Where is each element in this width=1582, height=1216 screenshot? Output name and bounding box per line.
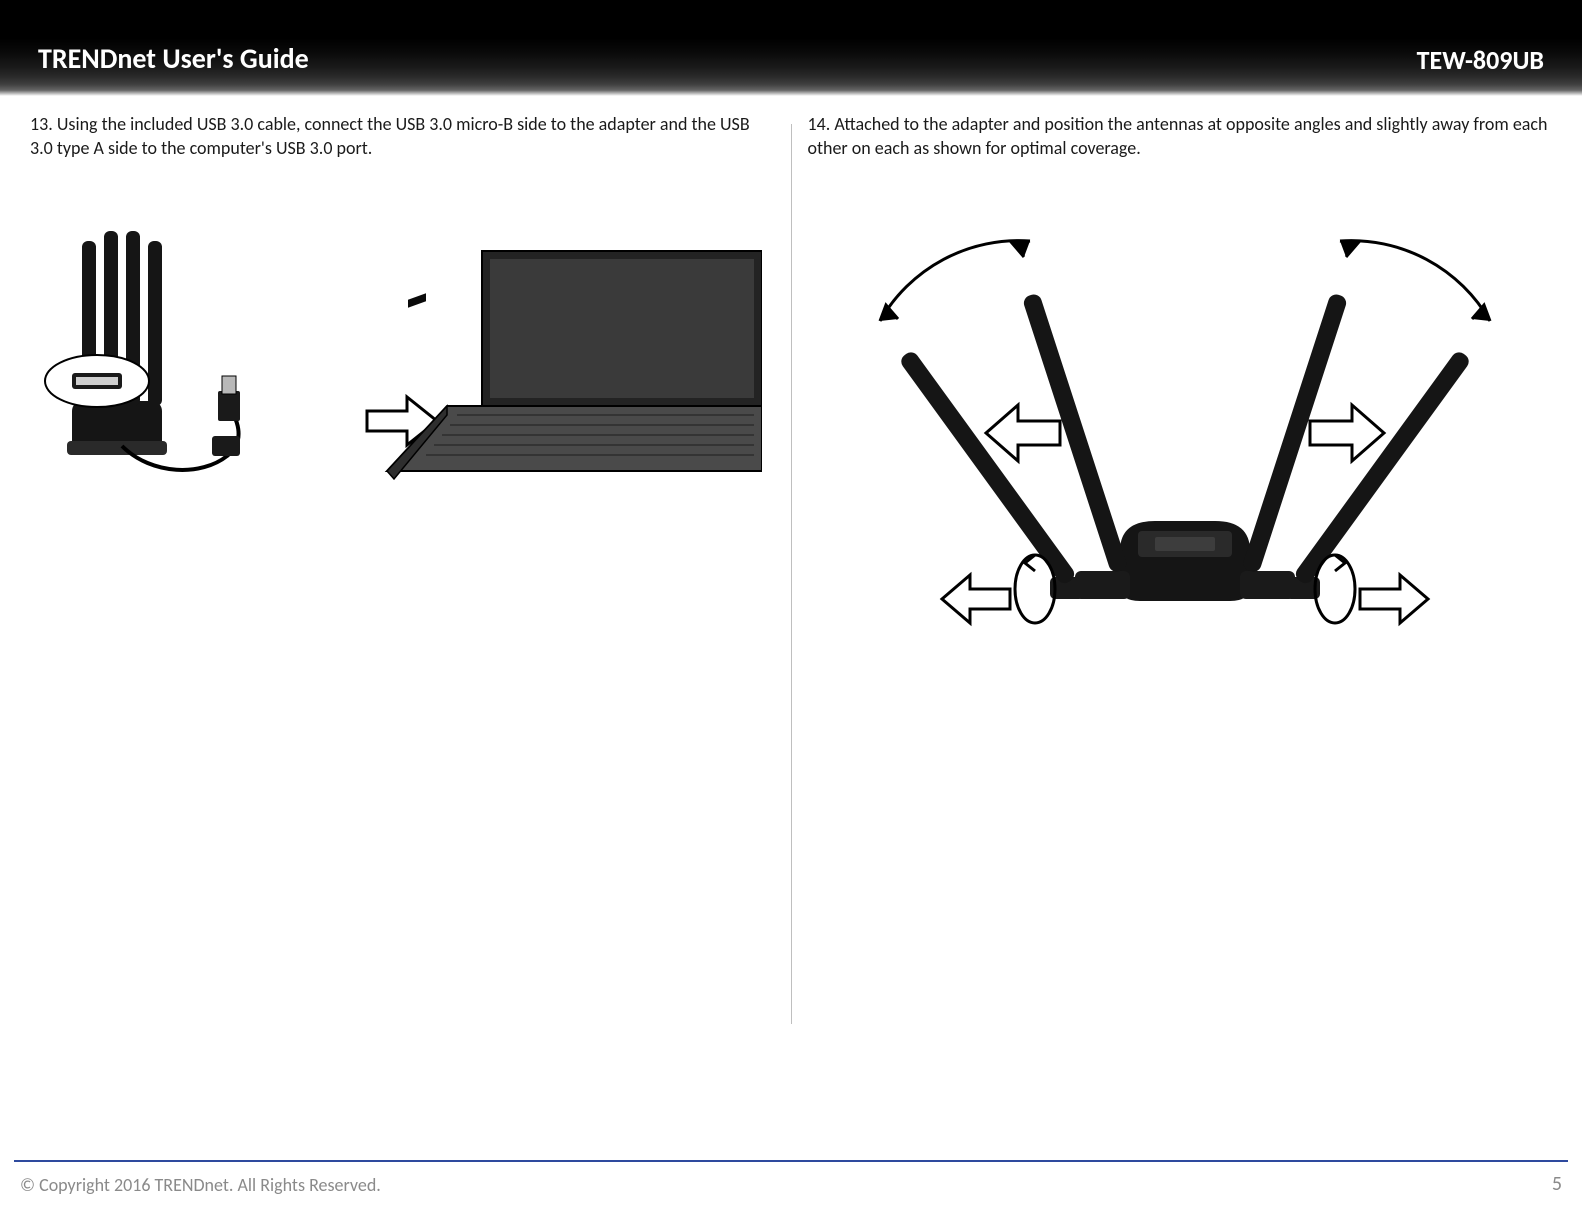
page-header: TRENDnet User's Guide TEW-809UB (0, 0, 1582, 96)
figure-usb-connection (30, 201, 775, 501)
right-column: 14. Attached to the adapter and position… (792, 112, 1569, 1136)
motion-arc-left-icon (880, 240, 1030, 320)
arrow-left-icon (986, 405, 1060, 461)
micro-b-port-icon (45, 355, 149, 407)
left-column: 13. Using the included USB 3.0 cable, co… (14, 112, 791, 1136)
motion-arc-right-icon (1340, 240, 1490, 320)
header-title: TRENDnet User's Guide (38, 41, 309, 76)
arrow-right-icon (1310, 405, 1384, 461)
rotate-left-icon (942, 555, 1055, 623)
footer-row: © Copyright 2016 TRENDnet. All Rights Re… (14, 1172, 1568, 1196)
laptop-icon (387, 251, 762, 479)
rotate-right-icon (1315, 555, 1428, 623)
adapter-base-icon (1050, 521, 1320, 601)
content-columns: 13. Using the included USB 3.0 cable, co… (0, 112, 1582, 1136)
footer-rule (14, 1160, 1568, 1162)
header-model: TEW-809UB (1417, 44, 1544, 76)
adapter-icon (67, 231, 167, 455)
page: TRENDnet User's Guide TEW-809UB 13. Usin… (0, 0, 1582, 1216)
footer-page-number: 5 (1552, 1172, 1562, 1196)
figure-antenna-position (808, 201, 1553, 641)
step-13-text: 13. Using the included USB 3.0 cable, co… (30, 112, 775, 161)
antenna-position-svg (820, 201, 1540, 641)
step-14-text: 14. Attached to the adapter and position… (808, 112, 1553, 161)
usb-connection-svg (42, 201, 762, 501)
footer-copyright: © Copyright 2016 TRENDnet. All Rights Re… (20, 1174, 381, 1196)
page-footer: © Copyright 2016 TRENDnet. All Rights Re… (14, 1160, 1568, 1196)
